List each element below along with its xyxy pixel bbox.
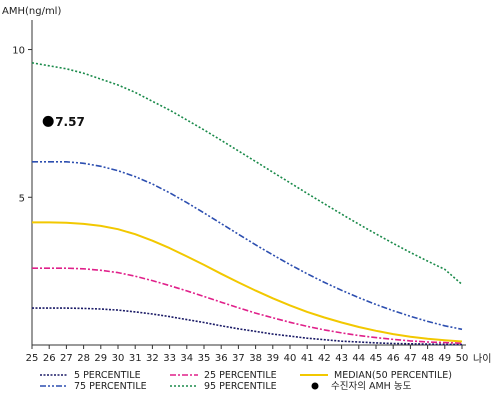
x-tick-label: 36 (215, 353, 228, 364)
series-line-95-percentile (31, 62, 463, 286)
legend-label: 수진자의 AMH 농도 (331, 381, 412, 392)
x-tick-label: 44 (352, 353, 365, 364)
legend-patient-swatch (311, 382, 319, 390)
x-tick-label: 50 (456, 353, 469, 364)
x-tick-label: 26 (43, 353, 56, 364)
x-tick-label: 31 (129, 353, 142, 364)
x-tick-label: 46 (387, 353, 400, 364)
x-tick-label: 30 (112, 353, 125, 364)
x-axis-label: 나이 (473, 353, 491, 365)
series-line-75-percentile (32, 161, 463, 331)
x-tick-label: 29 (94, 353, 107, 364)
y-axis-label: AMH(ng/ml) (2, 6, 61, 17)
x-tick-label: 34 (180, 353, 193, 364)
x-tick-label: 49 (438, 353, 451, 364)
y-tick-label: 5 (19, 193, 25, 204)
legend-label: 95 PERCENTILE (204, 381, 277, 392)
legend-label: 5 PERCENTILE (74, 370, 141, 381)
legend-label: 25 PERCENTILE (204, 370, 277, 381)
y-tick-label: 10 (12, 46, 25, 57)
legend-label: MEDIAN(50 PERCENTILE) (334, 370, 452, 381)
x-tick-label: 45 (370, 353, 383, 364)
legend-label: 75 PERCENTILE (74, 381, 147, 392)
x-tick-label: 48 (421, 353, 434, 364)
axes: 5 10 25 26 27 28 29 30 31 32 33 34 35 36 37 38 39 40 41 42 4… (12, 20, 491, 365)
x-tick-label: 47 (404, 353, 417, 364)
x-tick-label: 38 (249, 353, 262, 364)
x-tick-label: 35 (198, 353, 211, 364)
series-lines (31, 62, 463, 346)
patient-marker (42, 115, 54, 127)
x-tick-label: 43 (335, 353, 348, 364)
x-tick-label: 40 (284, 353, 297, 364)
legend: 5 PERCENTILE 25 PERCENTILE MEDIAN(50 PERCE… (40, 370, 452, 392)
x-tick-label: 33 (163, 353, 176, 364)
series-line-median-50-percentile (32, 221, 463, 343)
x-tick-label: 41 (301, 353, 314, 364)
series-line-5-percentile (32, 307, 462, 346)
patient-marker-group: 7.57 (42, 115, 85, 129)
x-tick-label: 27 (60, 353, 73, 364)
patient-value-label: 7.57 (55, 115, 85, 129)
x-tick-label: 32 (146, 353, 159, 364)
series-line-25-percentile (32, 267, 463, 344)
x-tick-label: 25 (26, 353, 39, 364)
x-tick-label: 39 (266, 353, 279, 364)
x-tick-label: 37 (232, 353, 245, 364)
x-tick-label: 42 (318, 353, 331, 364)
x-tick-label: 28 (77, 353, 90, 364)
